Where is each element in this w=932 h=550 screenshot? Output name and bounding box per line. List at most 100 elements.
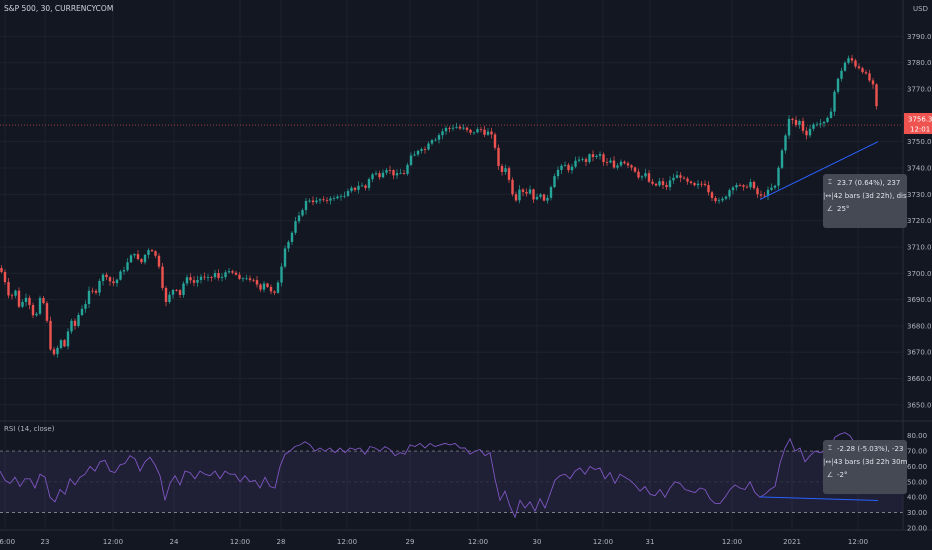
candle-body bbox=[203, 276, 206, 278]
measure-price-angle: 25° bbox=[837, 204, 850, 213]
candle-body bbox=[493, 134, 497, 148]
candle-body bbox=[129, 255, 133, 263]
price-trendline[interactable] bbox=[759, 141, 879, 201]
candle-body bbox=[812, 124, 815, 129]
candle-body bbox=[308, 200, 311, 202]
candle-body bbox=[367, 179, 371, 188]
candle-body bbox=[353, 187, 357, 190]
trendlines[interactable] bbox=[759, 141, 879, 501]
candle-body bbox=[462, 127, 465, 129]
candle-body bbox=[322, 199, 325, 201]
candle-body bbox=[521, 189, 525, 192]
candle-body bbox=[717, 200, 721, 202]
price-axis[interactable]: 3650.0 3660.0 3670.0 3680.0 3690.0 3700.0 3710… bbox=[907, 33, 932, 409]
candle-body bbox=[476, 129, 479, 133]
rsi-legend[interactable]: RSI (14, close) bbox=[4, 425, 55, 433]
candle-body bbox=[171, 290, 175, 295]
candle-body bbox=[0, 268, 3, 272]
candle-body bbox=[14, 290, 17, 296]
candle-body bbox=[136, 254, 140, 260]
candle-body bbox=[714, 197, 717, 202]
candle-body bbox=[504, 168, 507, 172]
candle-body bbox=[77, 314, 80, 326]
candle-body bbox=[374, 173, 378, 175]
candle-body bbox=[133, 254, 136, 256]
candle-body bbox=[602, 154, 605, 163]
price-measure-tooltip[interactable]: ⌶ 23.7 (0.64%), 237 |↔| 42 bars (3d 22h), … bbox=[823, 174, 907, 228]
candle-body bbox=[392, 170, 395, 176]
time-tick-label: 23 bbox=[41, 538, 50, 546]
candle-body bbox=[805, 130, 808, 136]
rsi-tick-label: 20.00 bbox=[907, 525, 927, 533]
candle-body bbox=[847, 58, 850, 63]
candle-body bbox=[822, 121, 826, 124]
candle-body bbox=[185, 277, 189, 284]
candle-body bbox=[759, 194, 763, 196]
candle-body bbox=[318, 199, 322, 201]
candle-body bbox=[665, 184, 668, 188]
price-tick-label: 3670.0 bbox=[907, 349, 932, 357]
candle-body bbox=[731, 187, 735, 191]
candle-body bbox=[360, 185, 364, 187]
candle-body bbox=[773, 185, 777, 188]
candle-body bbox=[465, 127, 469, 130]
rsi-trendline[interactable] bbox=[759, 496, 879, 501]
candle-body bbox=[857, 66, 861, 69]
candle-body bbox=[819, 123, 822, 125]
candle-body bbox=[31, 304, 35, 316]
candle-body bbox=[101, 274, 105, 282]
candle-body bbox=[581, 159, 584, 160]
candle-body bbox=[724, 196, 728, 199]
candle-body bbox=[420, 149, 423, 151]
candle-body bbox=[794, 120, 798, 125]
time-axis[interactable]: 16:00 23 12:00 24 12:00 28 12:00 29 12:00 30 12:00… bbox=[0, 538, 868, 546]
currency-label[interactable]: USD bbox=[913, 5, 928, 13]
rsi-measure-tooltip[interactable]: ⌶ -2.28 (-5.03%), -23 |↔| 43 bars (3d 22h … bbox=[823, 440, 907, 494]
candle-body bbox=[609, 160, 612, 163]
candle-body bbox=[49, 320, 52, 350]
rsi-tick-label: 50.00 bbox=[907, 478, 927, 486]
candle-body bbox=[413, 154, 416, 156]
candlestick-series[interactable] bbox=[0, 54, 878, 358]
candle-body bbox=[738, 185, 742, 186]
candle-body bbox=[189, 277, 192, 281]
candle-body bbox=[210, 276, 213, 278]
range-icon: |↔| bbox=[823, 191, 834, 200]
price-tick-label: 3780.0 bbox=[907, 59, 932, 67]
candle-body bbox=[661, 181, 665, 185]
candle-body bbox=[840, 70, 843, 79]
rsi-axis[interactable]: 20.00 30.00 40.00 50.00 60.00 70.00 80.00 bbox=[907, 432, 927, 532]
time-tick-label: 12:00 bbox=[103, 538, 123, 546]
candle-body bbox=[591, 154, 595, 158]
candle-body bbox=[612, 160, 616, 168]
candle-body bbox=[766, 189, 770, 196]
candle-body bbox=[154, 251, 157, 256]
candle-body bbox=[150, 250, 154, 252]
candle-body bbox=[84, 303, 87, 309]
candle-body bbox=[199, 276, 203, 280]
candle-body bbox=[346, 191, 350, 196]
candle-body bbox=[364, 185, 367, 188]
price-tick-label: 3700.0 bbox=[907, 270, 932, 278]
candle-body bbox=[630, 165, 633, 168]
candle-body bbox=[574, 160, 577, 167]
price-tick-label: 3710.0 bbox=[907, 243, 932, 251]
candle-body bbox=[73, 320, 77, 326]
candle-body bbox=[868, 73, 871, 81]
height-icon: ⌶ bbox=[827, 444, 833, 452]
time-tick-label: 2021 bbox=[783, 538, 801, 546]
angle-icon: ∠ bbox=[826, 470, 834, 479]
candle-body bbox=[206, 276, 210, 278]
candle-body bbox=[644, 173, 647, 177]
candle-body bbox=[458, 126, 462, 129]
candle-body bbox=[570, 166, 574, 171]
candle-body bbox=[735, 185, 738, 188]
candle-body bbox=[416, 150, 420, 155]
time-tick-label: 29 bbox=[406, 538, 415, 546]
candle-body bbox=[490, 131, 493, 135]
candle-body bbox=[528, 189, 532, 194]
rsi-tick-label: 30.00 bbox=[907, 509, 927, 517]
candle-body bbox=[332, 198, 336, 200]
